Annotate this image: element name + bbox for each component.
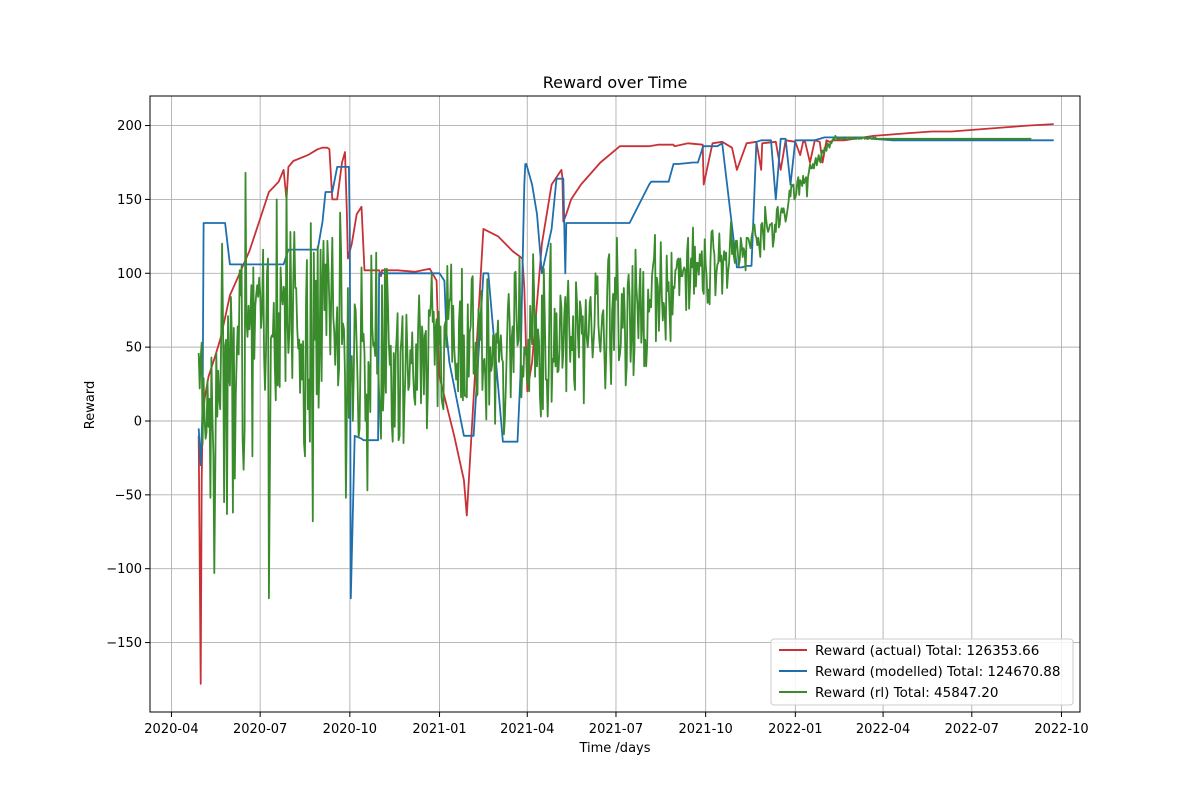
x-tick-label: 2021-01	[412, 722, 466, 737]
y-tick-label: 100	[117, 267, 142, 282]
legend-label-2: Reward (rl) Total: 45847.20	[815, 685, 998, 701]
y-axis: −150 −100 −50 0 50 100 150 200	[106, 119, 150, 651]
x-tick-label: 2020-07	[233, 722, 287, 737]
y-tick-label: 0	[134, 414, 142, 429]
y-tick-label: −50	[115, 488, 142, 503]
plot-frame	[149, 95, 1081, 713]
series-line-2	[197, 134, 1032, 600]
y-tick-label: 150	[117, 193, 142, 208]
legend-label-1: Reward (modelled) Total: 124670.88	[815, 664, 1060, 680]
x-axis-label: Time /days	[578, 741, 650, 756]
legend-label-0: Reward (actual) Total: 126353.66	[815, 643, 1039, 659]
x-tick-label: 2022-04	[856, 722, 910, 737]
y-tick-label: 200	[117, 119, 142, 134]
x-tick-label: 2020-04	[144, 722, 198, 737]
series-line-1	[197, 136, 1054, 600]
chart-title: Reward over Time	[543, 73, 688, 92]
series-layer	[197, 123, 1054, 685]
x-tick-label: 2022-07	[945, 722, 999, 737]
x-axis: 2020-04 2020-07 2020-10 2021-01 2021-04 2021-…	[144, 712, 1089, 737]
y-axis-label: Reward	[83, 381, 98, 429]
x-tick-label: 2021-07	[589, 722, 643, 737]
y-tick-label: 50	[125, 341, 142, 356]
y-tick-label: −150	[106, 636, 142, 651]
y-tick-label: −100	[106, 562, 142, 577]
x-tick-label: 2021-10	[678, 722, 732, 737]
legend: Reward (actual) Total: 126353.66 Reward (…	[770, 638, 1074, 706]
x-tick-label: 2022-10	[1034, 722, 1088, 737]
x-tick-label: 2020-10	[323, 722, 377, 737]
x-tick-label: 2021-04	[500, 722, 554, 737]
legend-box	[770, 638, 1074, 706]
x-tick-label: 2022-01	[768, 722, 822, 737]
